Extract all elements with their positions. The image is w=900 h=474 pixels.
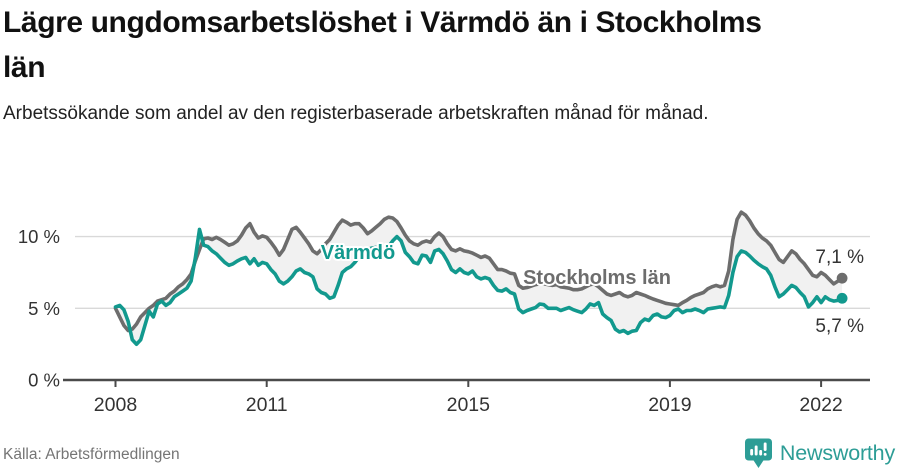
line-stockholms-lan-end-dot bbox=[836, 272, 848, 284]
newsworthy-brand: Newsworthy bbox=[744, 438, 895, 469]
page-title: Lägre ungdomsarbetslöshet i Värmdö än i … bbox=[3, 6, 762, 84]
series-end-dots bbox=[836, 272, 848, 304]
series-label-stockholm: Stockholms län bbox=[523, 267, 671, 289]
end-value-label-stockholm: 7,1 % bbox=[815, 247, 864, 268]
x-axis bbox=[63, 378, 870, 387]
series-label-varmdo: Värmdö bbox=[321, 242, 395, 264]
x-tick-label-2019: 2019 bbox=[648, 394, 691, 416]
source-attribution: Källa: Arbetsförmedlingen bbox=[3, 446, 180, 463]
newsworthy-logo-icon bbox=[744, 438, 772, 468]
end-value-label-varmdo: 5,7 % bbox=[815, 316, 864, 337]
unemployment-line-chart: 0 % 5 % 10 % 2008 2011 2015 2019 2022 Värmdö St… bbox=[18, 210, 870, 416]
axis-tick-labels: 0 % 5 % 10 % 2008 2011 2015 2019 2022 bbox=[18, 226, 843, 416]
area-between-series bbox=[115, 212, 843, 345]
chart-subtitle: Arbetssökande som andel av den registerb… bbox=[3, 103, 709, 124]
line-varmdo-end-dot bbox=[836, 292, 848, 304]
line-stockholms-lan bbox=[113, 210, 844, 333]
y-tick-label-10: 10 % bbox=[18, 226, 60, 247]
line-varmdo bbox=[113, 227, 844, 346]
series-lines bbox=[113, 210, 844, 346]
newsworthy-brand-text: Newsworthy bbox=[779, 441, 895, 465]
x-tick-label-2015: 2015 bbox=[447, 394, 491, 416]
y-tick-label-0: 0 % bbox=[28, 370, 60, 391]
x-tick-label-2008: 2008 bbox=[94, 394, 137, 416]
y-tick-label-5: 5 % bbox=[28, 298, 60, 319]
x-tick-label-2022: 2022 bbox=[799, 394, 842, 416]
x-tick-label-2011: 2011 bbox=[246, 394, 288, 416]
